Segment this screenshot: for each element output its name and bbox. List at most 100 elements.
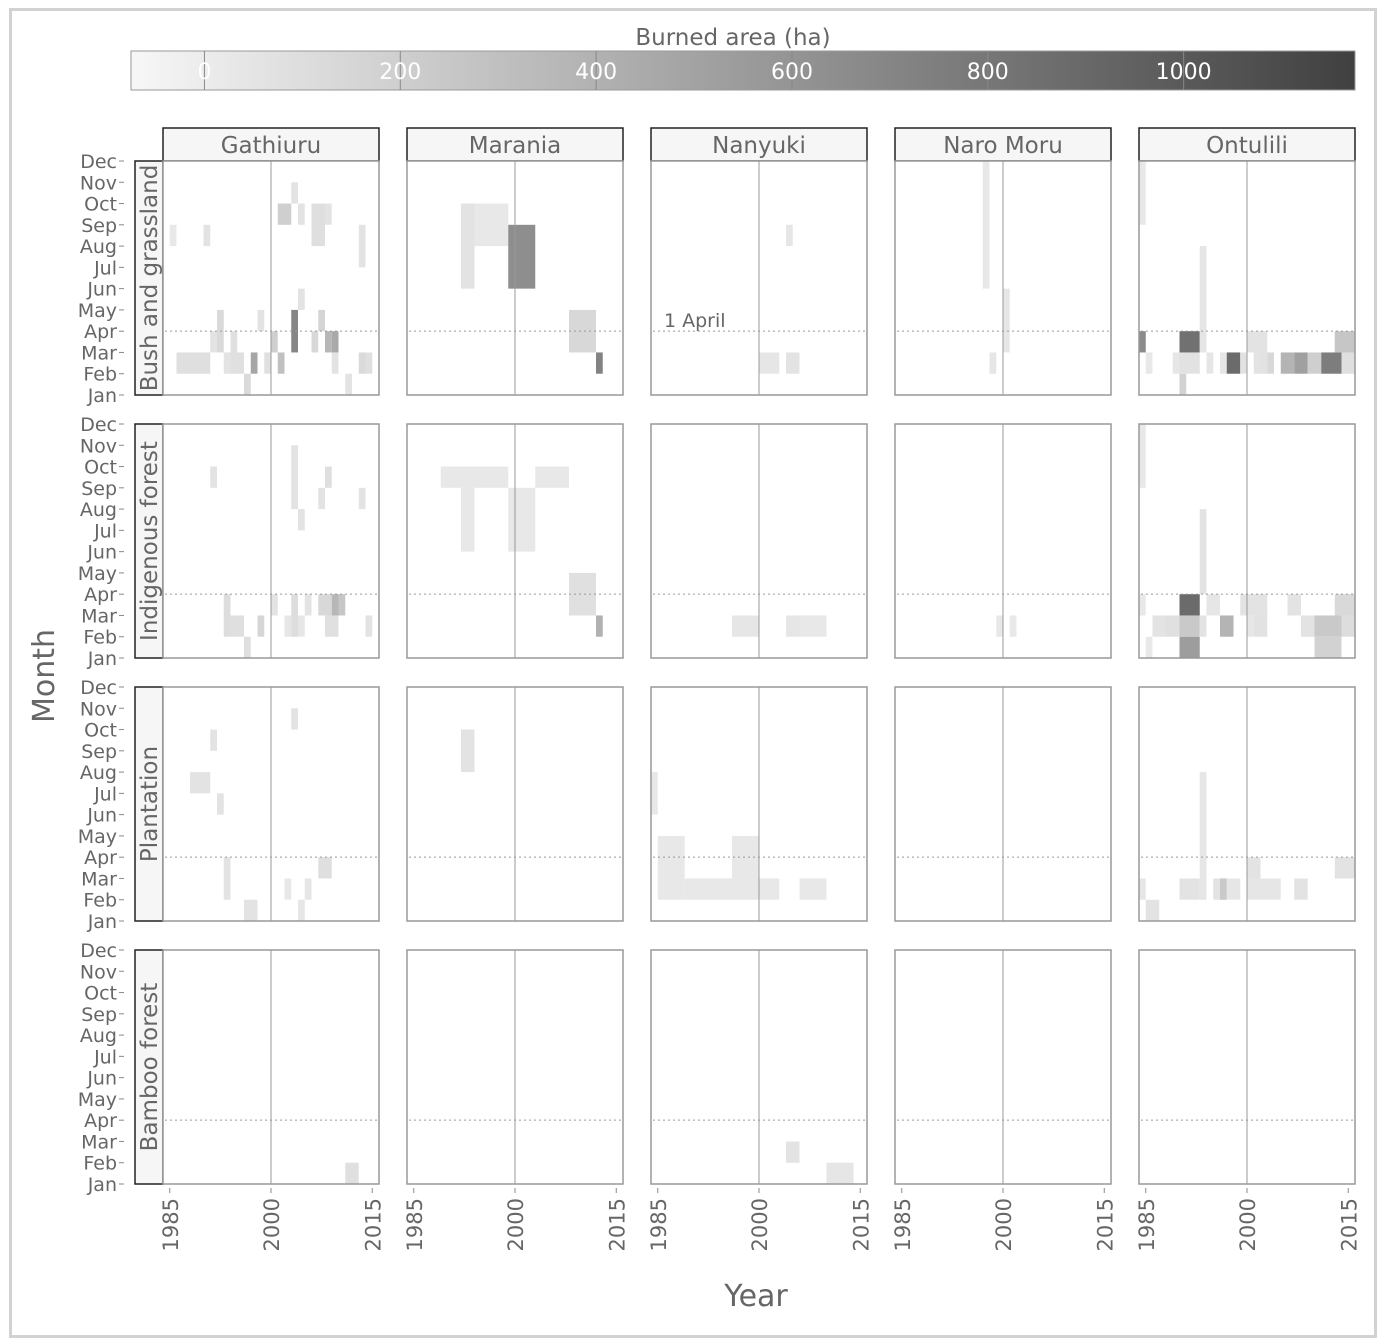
heatmap-cell (358, 487, 366, 510)
heatmap-cell (1334, 857, 1355, 879)
heatmap-cell (1179, 373, 1187, 395)
heatmap-cell (759, 878, 780, 900)
heatmap-cell (203, 224, 211, 247)
panel-border (1138, 686, 1356, 922)
heatmap-cell (1179, 352, 1200, 374)
heatmap-cell (291, 445, 298, 510)
heatmap-cell (474, 203, 509, 247)
heatmap-cell (1199, 857, 1207, 900)
panel-gathiuru-bush-and-grassland (162, 160, 380, 396)
row-strip-plantation (134, 686, 164, 922)
heatmap-cell (1199, 246, 1207, 353)
y-tick-label: Sep (81, 478, 117, 500)
heatmap-cell (996, 615, 1003, 637)
panel-border (650, 686, 868, 922)
y-tick-label: Aug (80, 236, 117, 258)
heatmap-cell (210, 331, 217, 353)
y-tick-label: Nov (80, 698, 117, 720)
heatmap-cell (331, 331, 339, 353)
heatmap-cell (298, 509, 305, 531)
y-tick-label: Dec (80, 677, 117, 699)
heatmap-cell (651, 772, 658, 815)
heatmap-cell (1247, 594, 1268, 616)
panel-border (894, 423, 1112, 659)
x-tick-label: 1985 (159, 1198, 183, 1251)
y-tick-label: Mar (81, 1131, 117, 1153)
y-tick-label: Jan (87, 911, 117, 933)
panel-ontulili-plantation (1138, 686, 1356, 922)
panel-marania-indigenous-forest (406, 423, 624, 659)
y-tick-label: Oct (84, 983, 117, 1005)
panel-border (406, 949, 624, 1185)
heatmap-cell (358, 352, 366, 374)
panel-naro-moru-bush-and-grassland (894, 160, 1112, 396)
y-tick-label: Oct (84, 720, 117, 742)
heatmap-cell (325, 203, 332, 225)
y-tick-label: Nov (80, 435, 117, 457)
heatmap-cell (264, 352, 271, 374)
panel-border (162, 160, 380, 396)
x-tick-label: 2015 (1093, 1198, 1117, 1251)
heatmap-cell (1145, 636, 1153, 658)
strip-ontulili (1138, 127, 1356, 162)
heatmap-cell (331, 352, 339, 374)
heatmap-cell (461, 729, 475, 773)
heatmap-cell (461, 203, 475, 289)
y-tick-label: Jan (87, 1174, 117, 1196)
row-strip-label-bush-and-grassland: Bush and grassland (137, 165, 163, 392)
y-tick-label: Mar (81, 605, 117, 627)
heatmap-cell (318, 857, 332, 879)
heatmap-cell (1145, 352, 1153, 374)
y-tick-label: Feb (83, 1153, 117, 1175)
heatmap-cell (1314, 615, 1342, 637)
panel-naro-moru-bamboo-forest (894, 949, 1112, 1185)
heatmap-cell (345, 373, 352, 395)
heatmap-cell (311, 203, 325, 247)
heatmap-cell (786, 1141, 800, 1163)
heatmap-cell (210, 466, 217, 488)
panel-gathiuru-indigenous-forest (162, 423, 380, 659)
heatmap-cell (1152, 615, 1166, 637)
heatmap-cell (1267, 352, 1274, 374)
y-tick-label: Oct (84, 457, 117, 479)
heatmap-cell (461, 487, 475, 552)
y-tick-label: Dec (80, 940, 117, 962)
heatmap-cell (284, 878, 292, 900)
colorbar-tick-label: 400 (575, 60, 617, 85)
heatmap-cell (257, 309, 265, 332)
panel-border (650, 423, 868, 659)
heatmap-cell (1341, 615, 1355, 637)
heatmap-cell (244, 373, 251, 395)
heatmap-cell (298, 615, 305, 637)
panel-marania-bamboo-forest (406, 949, 624, 1185)
heatmap-cell (1179, 636, 1200, 658)
y-tick-label: Sep (81, 1004, 117, 1026)
panel-border (162, 686, 380, 922)
heatmap-cell (318, 309, 325, 332)
panel-gathiuru-plantation (162, 686, 380, 922)
heatmap-cell (1139, 594, 1146, 616)
y-tick-label: Feb (83, 890, 117, 912)
heatmap-cell (318, 594, 332, 616)
colorbar-ticks: 0 200 400 600 800 1000 (197, 51, 1212, 90)
heatmap-cell (1139, 424, 1146, 488)
heatmap-cell (508, 487, 536, 552)
panel-border (406, 686, 624, 922)
heatmap-cell (508, 224, 536, 289)
heatmap-cell (684, 878, 732, 900)
y-tick-label: May (78, 563, 117, 585)
panel-ontulili-indigenous-forest (1138, 423, 1356, 659)
heatmap-cell (1314, 636, 1342, 658)
row-strip-bamboo-forest (134, 949, 164, 1185)
heatmap-cell (223, 857, 231, 900)
heatmap-cell (1287, 594, 1301, 616)
heatmap-cell (1247, 857, 1261, 879)
heatmap-cell (826, 1162, 854, 1184)
heatmap-cell (732, 615, 759, 637)
y-tick-label: Oct (84, 194, 117, 216)
colorbar-tick-label: 600 (771, 60, 813, 85)
heatmap-cell (1206, 352, 1214, 374)
y-tick-label: Feb (83, 627, 117, 649)
x-tick-label: 2000 (1236, 1198, 1260, 1251)
heatmap-cell (365, 615, 373, 637)
